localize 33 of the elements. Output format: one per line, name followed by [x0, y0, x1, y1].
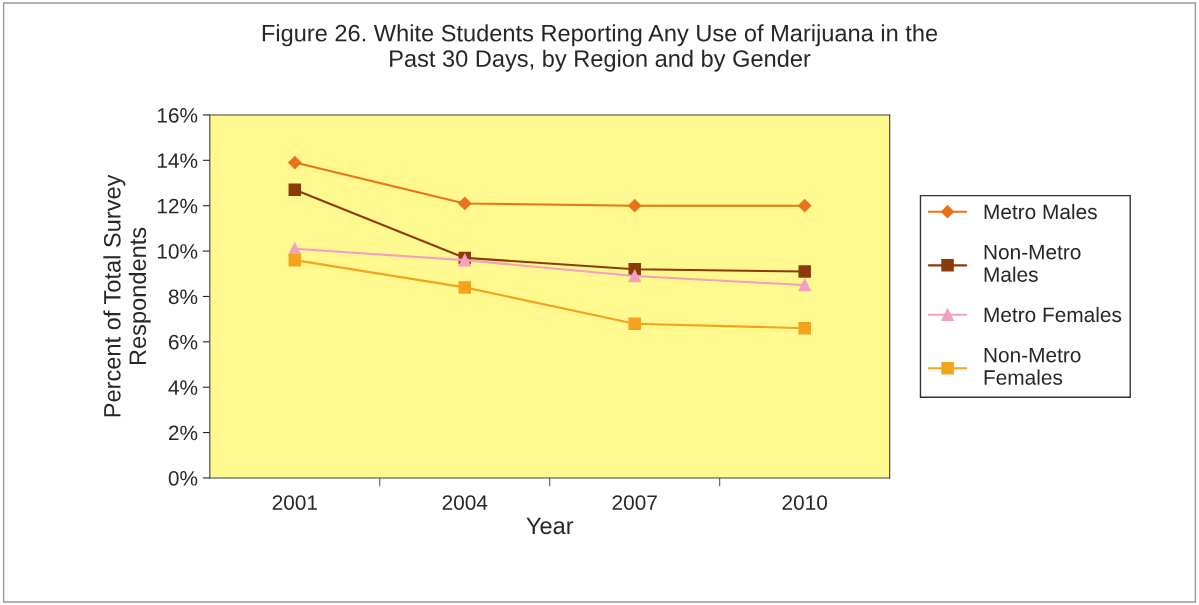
point [288, 156, 302, 170]
y-tick-label: 16% [157, 107, 198, 123]
point [288, 242, 302, 256]
point [628, 199, 642, 213]
y-tick-label: 14% [157, 153, 198, 168]
y-tick-label: 12% [157, 198, 198, 214]
y-tick-label: 6% [168, 334, 198, 350]
point [798, 321, 811, 335]
y-tick-label: 2% [168, 425, 198, 441]
chart-title: Figure 26. White Students Reporting Any Use of Marijuana in the Past 30 Days, by Region and by Gender [262, 24, 938, 72]
y-tick-label: 8% [168, 289, 198, 305]
point [798, 278, 811, 292]
point [458, 196, 472, 211]
x-tick-label: 2007 [612, 495, 657, 510]
legend-label: Non-Metro Males [984, 244, 1081, 282]
point [288, 253, 302, 267]
legend-label: Non-Metro Females [984, 347, 1081, 385]
legend-label: Metro Males [984, 203, 1097, 220]
point [798, 199, 812, 213]
x-tick-label: 2004 [442, 495, 488, 510]
x-tick-label: 2010 [782, 495, 828, 510]
point [628, 317, 641, 330]
point [798, 265, 811, 278]
point [288, 183, 302, 197]
y-tick-label: 0% [168, 470, 198, 486]
legend-label: Metro Females [984, 306, 1122, 323]
x-axis-title: Year [526, 517, 574, 535]
y-axis-title: Percent of Total Survey Respondents [103, 174, 151, 417]
point [628, 269, 641, 283]
y-tick-label: 10% [157, 244, 198, 259]
point [458, 281, 472, 294]
x-tick-label: 2001 [272, 495, 317, 510]
y-tick-label: 4% [168, 380, 198, 395]
